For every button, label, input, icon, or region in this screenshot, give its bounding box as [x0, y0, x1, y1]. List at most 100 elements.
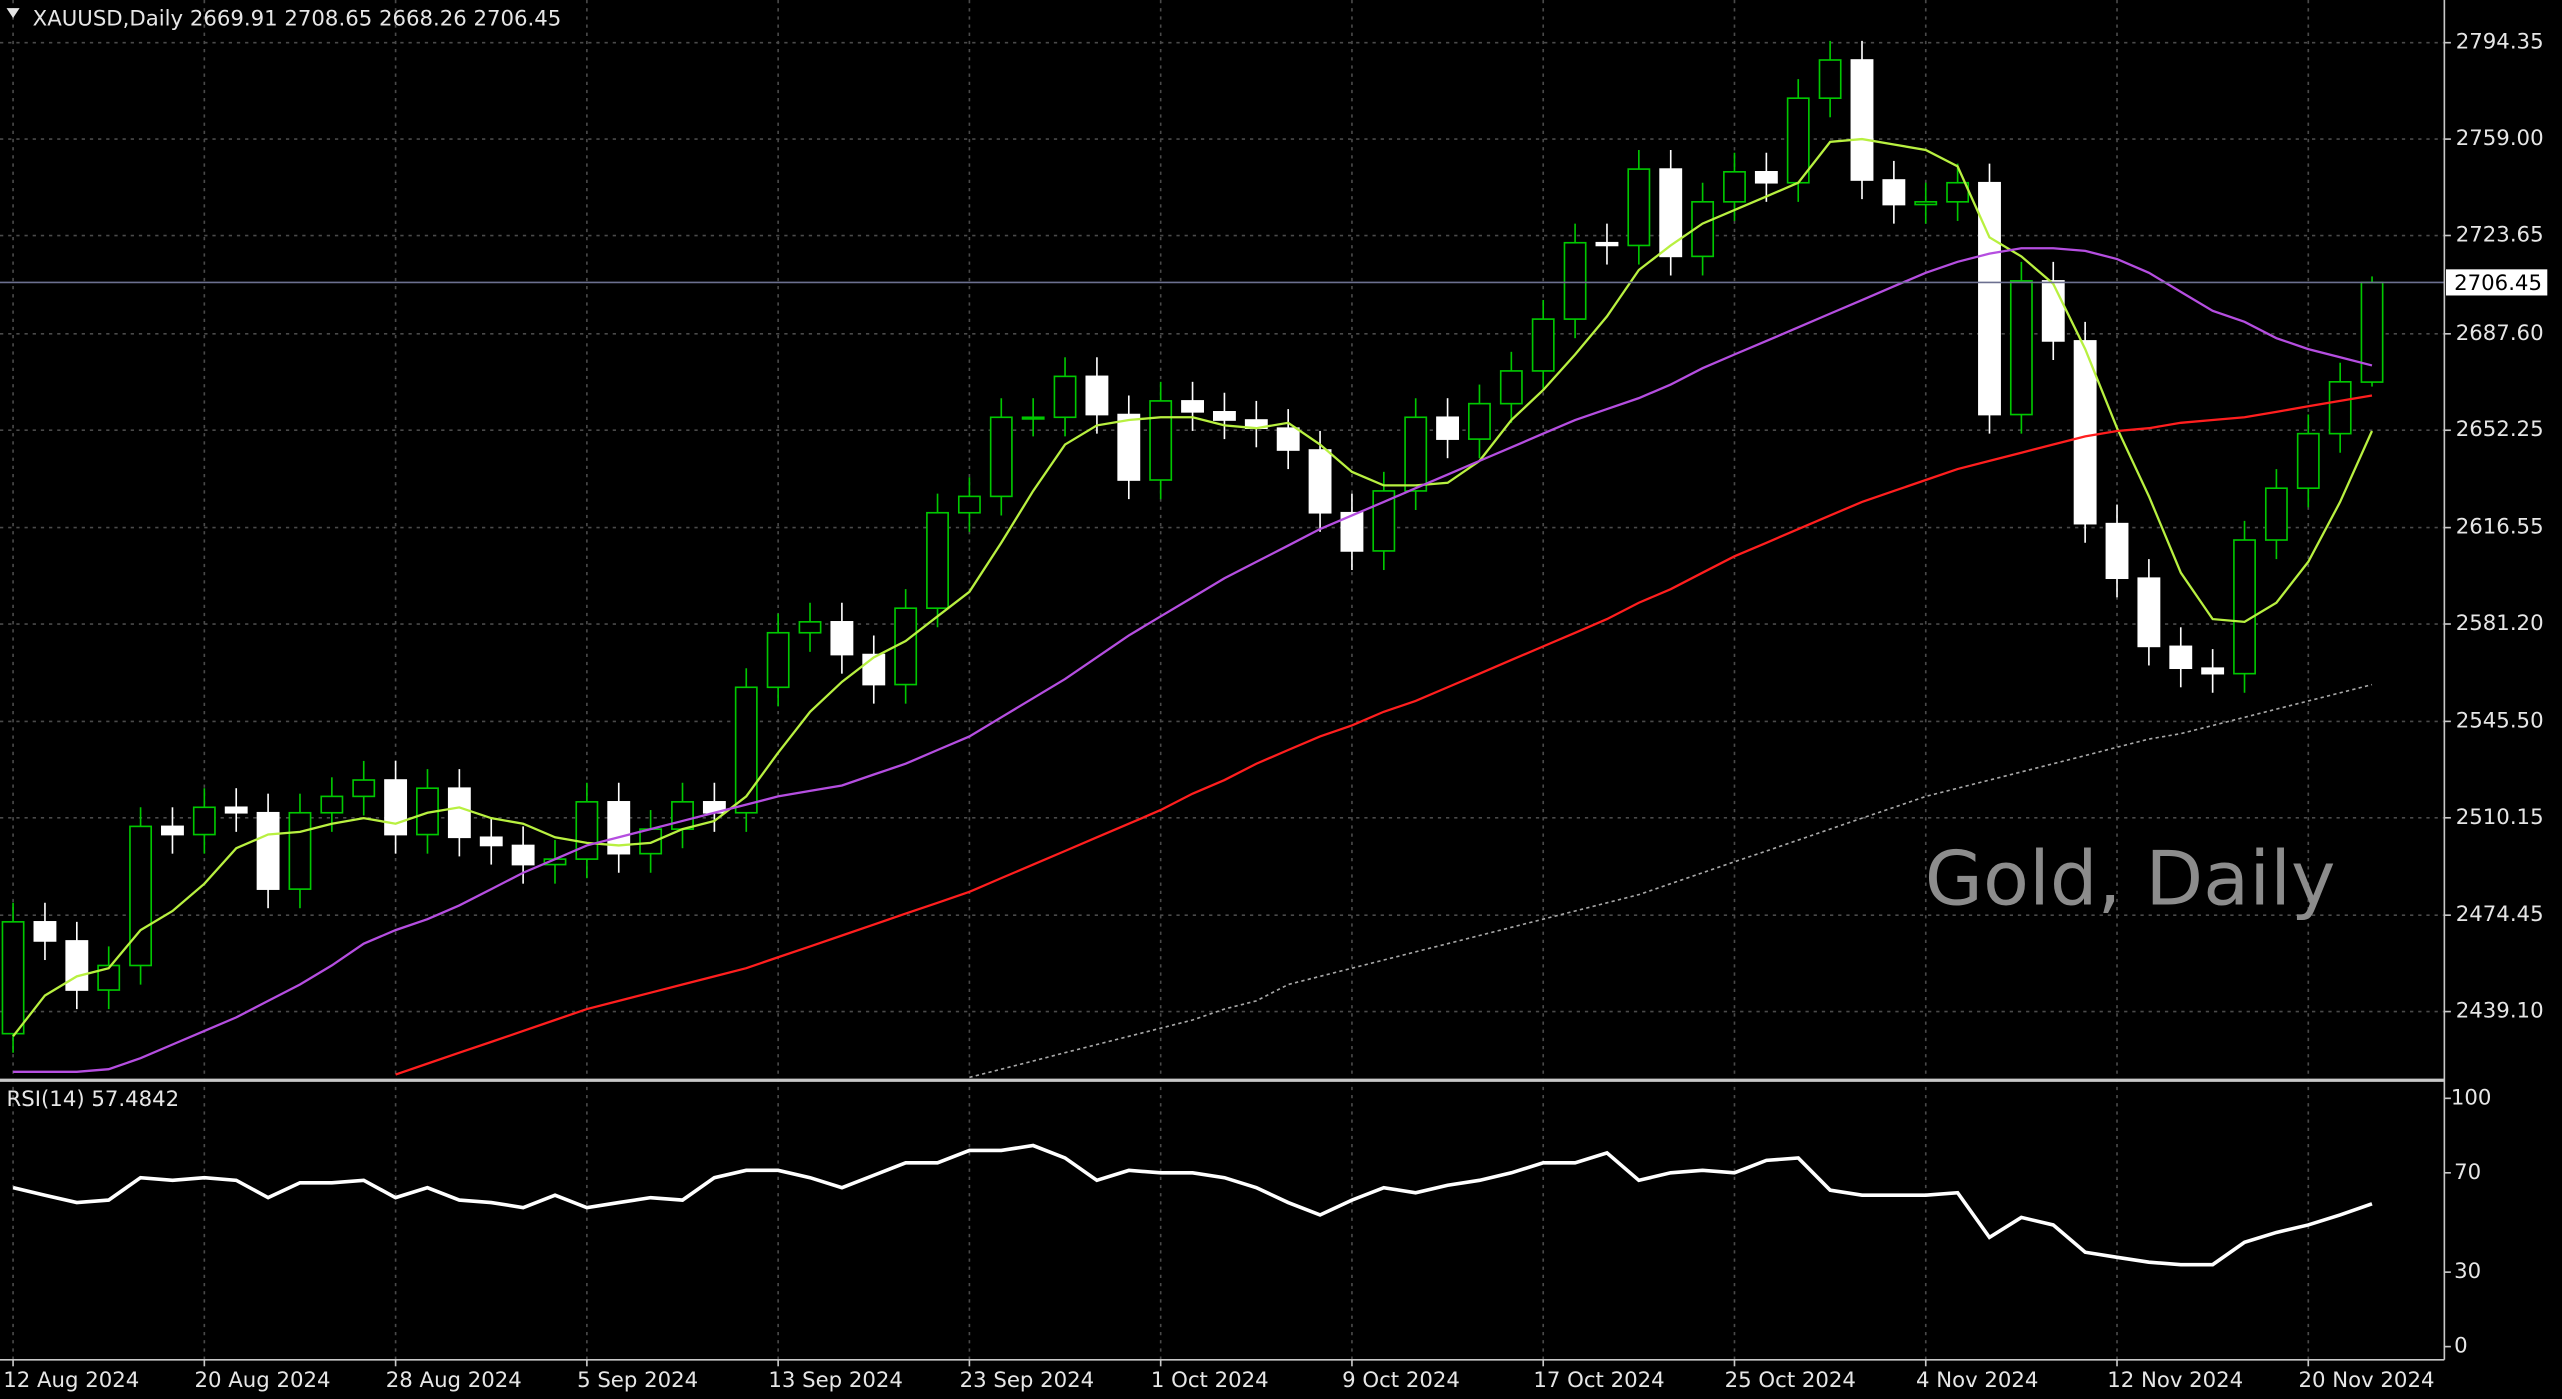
current-price-label: 2706.45	[2454, 271, 2542, 296]
candle-body	[607, 801, 631, 855]
candle-body	[830, 621, 854, 656]
candle-body	[97, 964, 121, 991]
moving-average	[12, 137, 2374, 1038]
candle-body	[352, 779, 376, 798]
candle-body	[320, 795, 344, 814]
chart-title: XAUUSD,Daily 2669.91 2708.65 2668.26 270…	[33, 7, 562, 32]
candle-body	[1085, 375, 1109, 416]
candle-body	[1468, 402, 1491, 440]
candle-body	[766, 631, 790, 689]
candle-body	[926, 511, 949, 610]
candle-body	[1531, 318, 1555, 372]
candle-body	[862, 653, 886, 686]
candle-body	[479, 836, 503, 847]
x-tick-label: 5 Sep 2024	[577, 1368, 698, 1393]
candle-body	[2264, 487, 2288, 541]
candle-body	[2201, 667, 2225, 675]
candle-body	[1372, 490, 1396, 552]
candle-body	[224, 806, 248, 814]
candle-body	[1659, 168, 1683, 258]
candle-body	[2233, 539, 2256, 675]
candle-body	[65, 940, 89, 991]
x-tick-label: 1 Oct 2024	[1151, 1368, 1269, 1393]
y-tick-label: 2439.10	[2456, 999, 2544, 1024]
y-tick-label: 2687.60	[2456, 321, 2544, 346]
y-tick-label: 2510.15	[2456, 805, 2544, 830]
candle-body	[33, 921, 57, 942]
candle-body	[2009, 280, 2033, 416]
candle-body	[1723, 171, 1746, 203]
rsi-tick-label: 0	[2454, 1334, 2468, 1359]
candle-body	[1276, 427, 1300, 451]
moving-average	[395, 394, 2373, 1076]
candle-body	[1818, 59, 1842, 100]
candle-body	[1340, 511, 1364, 552]
candle-body	[288, 811, 312, 890]
x-tick-label: 20 Aug 2024	[195, 1368, 331, 1393]
candle-body	[1499, 370, 1523, 405]
menu-triangle[interactable]	[6, 8, 20, 18]
moving-average	[13, 247, 2373, 1073]
candle-body	[1181, 400, 1204, 413]
current-price-tag	[2445, 269, 2548, 296]
candle-body	[1053, 375, 1077, 419]
x-tick-label: 9 Oct 2024	[1342, 1368, 1460, 1393]
candle-body	[1436, 416, 1460, 440]
candle-body	[734, 686, 758, 814]
candle-body	[894, 607, 918, 686]
candle-body	[1212, 411, 1236, 421]
candle-body	[2073, 340, 2097, 525]
candle-body	[575, 801, 599, 860]
y-tick-label: 2545.50	[2456, 708, 2544, 733]
candle-body	[1021, 416, 1045, 420]
candle-body	[1754, 171, 1778, 184]
x-tick-label: 12 Nov 2024	[2107, 1368, 2243, 1393]
candle-body	[1404, 416, 1428, 492]
candle-body	[1627, 168, 1651, 247]
candle-body	[384, 779, 408, 836]
candle-body	[161, 825, 184, 836]
rsi-tick-label: 30	[2454, 1259, 2481, 1284]
candle-body	[192, 806, 216, 836]
candle-body	[1, 921, 25, 1035]
x-tick-label: 17 Oct 2024	[1533, 1368, 1664, 1393]
candle-body	[1882, 179, 1906, 206]
x-tick-label: 23 Sep 2024	[960, 1368, 1095, 1393]
candle-body	[1850, 59, 1874, 181]
candle-body	[989, 416, 1013, 498]
candle-body	[1308, 449, 1332, 514]
candle-body	[639, 828, 663, 855]
candle-body	[1117, 413, 1141, 481]
candle-body	[129, 825, 153, 967]
candle-body	[2137, 577, 2161, 648]
x-tick-label: 20 Nov 2024	[2298, 1368, 2434, 1393]
y-tick-label: 2794.35	[2456, 30, 2544, 55]
candle-body	[1563, 241, 1587, 320]
x-tick-label: 4 Nov 2024	[1916, 1368, 2038, 1393]
candle-body	[2041, 280, 2065, 342]
candle-body	[2105, 522, 2129, 580]
candle-body	[1978, 181, 2001, 416]
y-tick-label: 2616.55	[2456, 515, 2544, 540]
moving-average	[969, 683, 2373, 1079]
rsi-line	[12, 1143, 2373, 1267]
x-tick-label: 13 Sep 2024	[768, 1368, 903, 1393]
candle-body	[671, 801, 694, 830]
watermark: Gold, Daily	[1925, 835, 2336, 923]
candle-body	[447, 787, 471, 839]
candle-body	[2296, 432, 2320, 490]
candle-body	[2360, 281, 2384, 383]
y-tick-label: 2652.25	[2456, 417, 2544, 442]
y-tick-label: 2474.45	[2456, 902, 2544, 927]
y-tick-label: 2723.65	[2456, 223, 2544, 248]
candle-body	[511, 844, 535, 866]
candle-body	[1691, 201, 1715, 258]
candle-body	[1786, 97, 1810, 184]
x-tick-label: 12 Aug 2024	[3, 1368, 139, 1393]
candle-body	[1149, 400, 1173, 481]
y-tick-label: 2759.00	[2456, 126, 2544, 151]
rsi-tick-label: 70	[2454, 1160, 2481, 1185]
